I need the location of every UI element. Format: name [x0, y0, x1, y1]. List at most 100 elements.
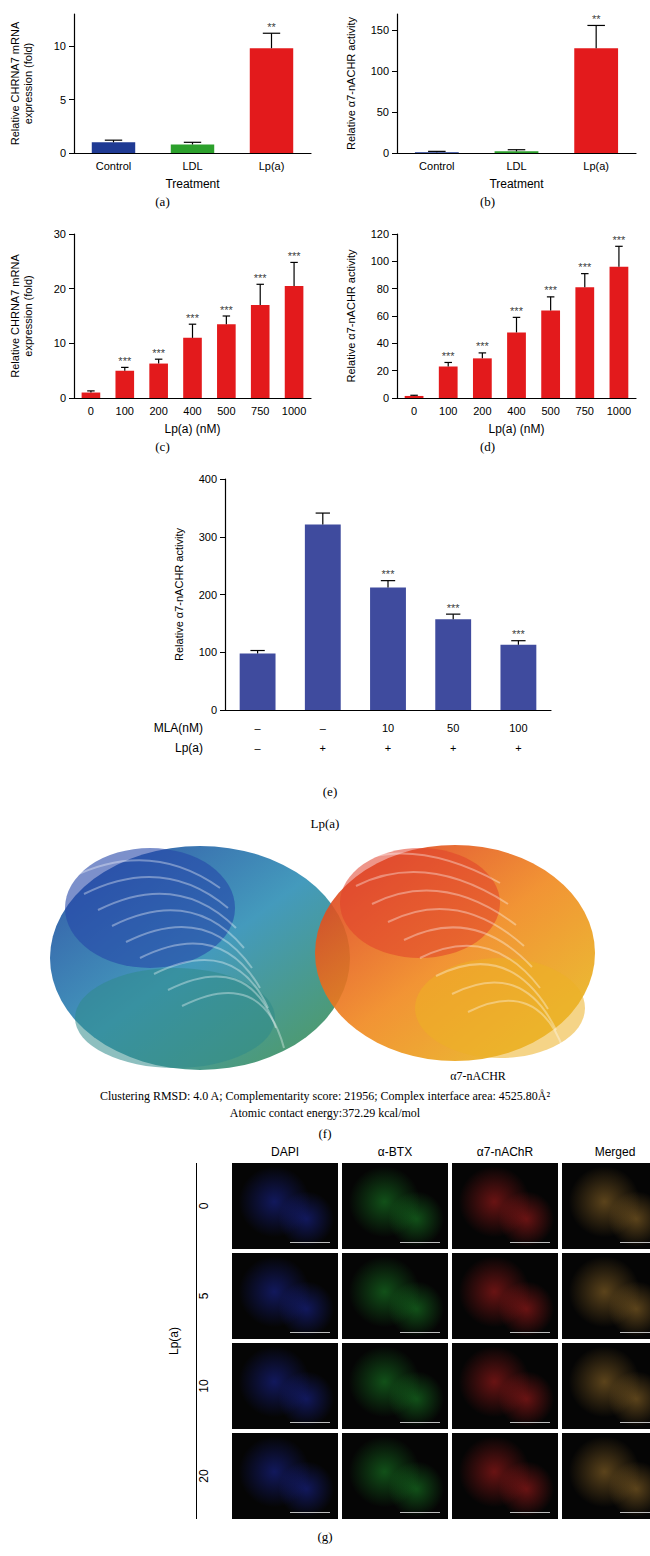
svg-text:***: ***: [442, 350, 456, 362]
svg-text:+: +: [320, 742, 326, 754]
html-text:10: 10: [197, 1379, 211, 1393]
svg-text:100: 100: [509, 722, 527, 734]
svg-text:(b): (b): [480, 194, 495, 209]
svg-text:***: ***: [613, 234, 627, 246]
svg-text:α7-nACHR: α7-nACHR: [450, 1069, 506, 1083]
svg-text:–: –: [255, 742, 262, 754]
svg-text:400: 400: [507, 405, 525, 417]
svg-text:(a): (a): [155, 194, 169, 209]
svg-text:+: +: [450, 742, 456, 754]
svg-text:**: **: [592, 13, 601, 25]
svg-text:500: 500: [217, 405, 235, 417]
svg-text:Lp(a): Lp(a): [311, 816, 340, 831]
html-text:α-BTX: α-BTX: [377, 1145, 413, 1159]
svg-text:***: ***: [544, 284, 558, 296]
svg-text:Treatment: Treatment: [165, 177, 220, 191]
svg-text:Relative CHRNA7 mRNA: Relative CHRNA7 mRNA: [9, 254, 21, 378]
svg-text:0: 0: [411, 405, 417, 417]
svg-text:200: 200: [473, 405, 491, 417]
svg-text:80: 80: [377, 283, 389, 295]
svg-text:1000: 1000: [282, 405, 306, 417]
svg-text:150: 150: [371, 24, 389, 36]
svg-text:Relative α7-nACHR activity: Relative α7-nACHR activity: [345, 249, 357, 382]
svg-text:100: 100: [439, 405, 457, 417]
svg-text:0: 0: [211, 704, 217, 716]
svg-text:(f): (f): [319, 1126, 332, 1141]
svg-text:***: ***: [186, 312, 200, 324]
html-text:α7-nAChR: α7-nAChR: [476, 1145, 534, 1159]
svg-text:***: ***: [447, 602, 461, 614]
svg-text:40: 40: [377, 337, 389, 349]
svg-text:750: 750: [576, 405, 594, 417]
svg-text:MLA(nM): MLA(nM): [154, 721, 203, 735]
svg-text:expression (fold): expression (fold): [22, 43, 34, 124]
svg-text:(c): (c): [155, 439, 169, 454]
svg-text:200: 200: [149, 405, 167, 417]
svg-text:0: 0: [383, 147, 389, 159]
html-text:20: 20: [197, 1469, 211, 1483]
svg-text:Control: Control: [419, 160, 454, 172]
svg-text:400: 400: [199, 473, 217, 485]
svg-text:–: –: [255, 722, 262, 734]
svg-text:–: –: [320, 722, 327, 734]
svg-text:10: 10: [382, 722, 394, 734]
svg-text:20: 20: [54, 283, 66, 295]
svg-text:1000: 1000: [607, 405, 631, 417]
svg-text:expression (fold): expression (fold): [22, 275, 34, 356]
svg-text:5: 5: [60, 94, 66, 106]
svg-text:Treatment: Treatment: [489, 177, 544, 191]
svg-text:LDL: LDL: [182, 160, 202, 172]
svg-text:+: +: [515, 742, 521, 754]
svg-text:750: 750: [251, 405, 269, 417]
svg-text:Lp(a): Lp(a): [583, 160, 609, 172]
svg-text:Control: Control: [96, 160, 131, 172]
svg-text:0: 0: [60, 147, 66, 159]
svg-text:100: 100: [199, 646, 217, 658]
svg-text:100: 100: [116, 405, 134, 417]
svg-text:**: **: [267, 21, 276, 33]
svg-text:0: 0: [60, 392, 66, 404]
html-text:(g): (g): [317, 1529, 333, 1544]
svg-text:50: 50: [447, 722, 459, 734]
svg-text:Lp(a): Lp(a): [259, 160, 285, 172]
svg-text:***: ***: [476, 340, 490, 352]
svg-text:Lp(a) (nM): Lp(a) (nM): [164, 422, 220, 436]
svg-text:***: ***: [288, 250, 302, 262]
svg-text:400: 400: [183, 405, 201, 417]
svg-text:50: 50: [377, 106, 389, 118]
svg-text:120: 120: [371, 228, 389, 240]
svg-text:20: 20: [377, 365, 389, 377]
svg-text:***: ***: [578, 261, 592, 273]
svg-text:0: 0: [383, 392, 389, 404]
svg-text:300: 300: [199, 531, 217, 543]
svg-text:Lp(a) (nM): Lp(a) (nM): [488, 422, 544, 436]
svg-text:***: ***: [382, 568, 396, 580]
svg-text:Lp(a): Lp(a): [175, 741, 203, 755]
svg-text:Relative α7-nACHR activity: Relative α7-nACHR activity: [345, 17, 357, 150]
svg-text:Atomic contact energy:372.29 k: Atomic contact energy:372.29 kcal/mol: [230, 1106, 421, 1120]
svg-text:***: ***: [512, 628, 526, 640]
svg-text:***: ***: [510, 305, 524, 317]
svg-text:+: +: [385, 742, 391, 754]
svg-text:200: 200: [199, 589, 217, 601]
svg-text:500: 500: [541, 405, 559, 417]
svg-text:Relative CHRNA7 mRNA: Relative CHRNA7 mRNA: [9, 21, 21, 145]
svg-text:0: 0: [88, 405, 94, 417]
svg-text:Relative α7-nACHR activity: Relative α7-nACHR activity: [173, 528, 185, 661]
html-text:DAPI: DAPI: [271, 1145, 299, 1159]
svg-text:LDL: LDL: [506, 160, 526, 172]
svg-text:60: 60: [377, 310, 389, 322]
svg-text:***: ***: [220, 304, 234, 316]
svg-text:100: 100: [371, 255, 389, 267]
svg-text:100: 100: [371, 65, 389, 77]
svg-text:***: ***: [254, 272, 268, 284]
svg-text:Clustering RMSD: 4.0 A; Comple: Clustering RMSD: 4.0 A; Complementarity …: [100, 1089, 551, 1103]
svg-text:10: 10: [54, 337, 66, 349]
svg-text:(d): (d): [480, 439, 495, 454]
svg-text:(e): (e): [323, 784, 337, 799]
svg-text:30: 30: [54, 228, 66, 240]
html-text:Merged: Merged: [594, 1145, 636, 1159]
svg-text:***: ***: [152, 347, 166, 359]
svg-text:***: ***: [118, 355, 132, 367]
svg-text:10: 10: [54, 40, 66, 52]
